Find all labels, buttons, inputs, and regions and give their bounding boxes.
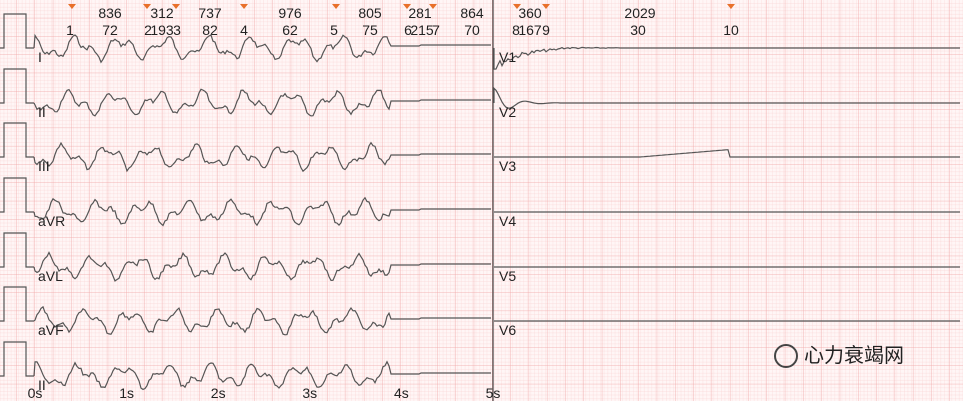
- time-label: 4s: [394, 385, 409, 401]
- lead-label: III: [38, 158, 50, 174]
- beat-label: 75: [362, 22, 378, 38]
- beat-label: 9: [542, 22, 550, 38]
- interval-label: 281: [408, 5, 432, 21]
- beat-marker: [68, 4, 76, 9]
- interval-label: 737: [198, 5, 222, 21]
- calibration-pulse: [0, 177, 34, 213]
- beat-label: 7: [432, 22, 440, 38]
- beat-label: 70: [464, 22, 480, 38]
- beat-label: 193: [150, 22, 174, 38]
- time-label: 3s: [302, 385, 317, 401]
- lead-label: aVF: [38, 322, 64, 338]
- beat-label: 167: [518, 22, 542, 38]
- beat-label: 8: [512, 22, 520, 38]
- lead-label: V3: [499, 158, 516, 174]
- beat-label: 4: [240, 22, 248, 38]
- time-label: 0s: [28, 385, 43, 401]
- lead-label: V2: [499, 104, 516, 120]
- beat-marker: [403, 4, 411, 9]
- lead-label: I: [38, 49, 42, 65]
- ecg-trace: [33, 196, 491, 227]
- lead-label: V5: [499, 268, 516, 284]
- interval-label: 360: [518, 5, 542, 21]
- calibration-pulse: [0, 341, 34, 377]
- beat-label: 62: [282, 22, 298, 38]
- calibration-pulse: [0, 122, 34, 158]
- lead-label: II: [38, 377, 46, 393]
- ecg-trace: [33, 251, 491, 282]
- interval-label: 976: [278, 5, 302, 21]
- interval-label: 2029: [624, 5, 655, 21]
- calibration-pulse: [0, 286, 34, 322]
- lead-label: V6: [499, 322, 516, 338]
- ecg-trace: [33, 33, 491, 64]
- ecg-trace: [494, 149, 960, 158]
- lead-label: V4: [499, 213, 516, 229]
- ecg-trace: [33, 305, 491, 336]
- beat-marker: [727, 4, 735, 9]
- beat-label: 1: [66, 22, 74, 38]
- lead-label: II: [38, 104, 46, 120]
- ecg-trace: [493, 86, 960, 109]
- beat-marker: [240, 4, 248, 9]
- calibration-pulse: [0, 68, 34, 104]
- beat-label: 30: [630, 22, 646, 38]
- time-label: 2s: [211, 385, 226, 401]
- ecg-trace: [33, 88, 491, 117]
- interval-label: 836: [98, 5, 122, 21]
- beat-marker: [542, 4, 550, 9]
- beat-label: 72: [102, 22, 118, 38]
- watermark-text: 心力衰竭网: [804, 344, 904, 367]
- beat-marker: [172, 4, 180, 9]
- interval-label: 312: [150, 5, 174, 21]
- beat-marker: [513, 4, 521, 9]
- calibration-pulse: [0, 13, 34, 49]
- beat-label: 5: [330, 22, 338, 38]
- beat-marker: [429, 4, 437, 9]
- lead-label: V1: [499, 49, 516, 65]
- beat-label: 215: [410, 22, 434, 38]
- beat-label: 10: [723, 22, 739, 38]
- watermark: 心力衰竭网: [774, 344, 904, 368]
- calibration-pulse: [0, 232, 34, 268]
- ecg-trace: [33, 360, 491, 391]
- beat-label: 3: [173, 22, 181, 38]
- lead-label: aVR: [38, 213, 65, 229]
- ecg-trace: [493, 46, 960, 70]
- beat-marker: [332, 4, 340, 9]
- time-label: 5s: [486, 385, 501, 401]
- watermark-icon: [774, 344, 798, 368]
- beat-label: 6: [404, 22, 412, 38]
- interval-label: 864: [460, 5, 484, 21]
- lead-label: aVL: [38, 268, 63, 284]
- beat-label: 82: [202, 22, 218, 38]
- interval-label: 805: [358, 5, 382, 21]
- time-label: 1s: [119, 385, 134, 401]
- beat-label: 2: [144, 22, 152, 38]
- ecg-trace: [33, 141, 491, 173]
- beat-marker: [143, 4, 151, 9]
